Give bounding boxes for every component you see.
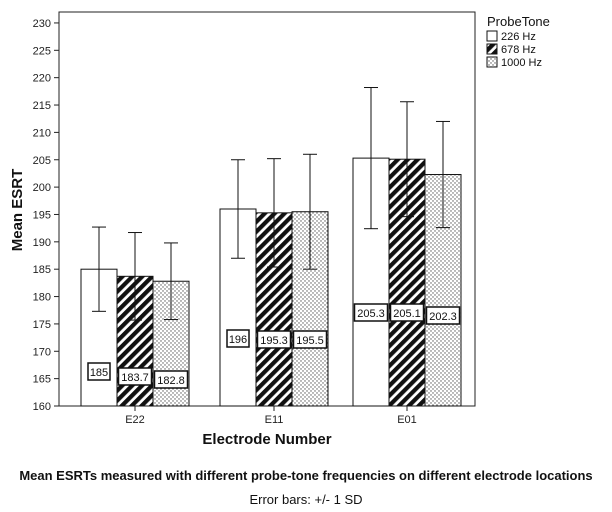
data-label: 182.8 (157, 375, 185, 387)
y-tick-label: 215 (33, 100, 51, 112)
legend-swatch (486, 30, 498, 42)
x-tick-label: E22 (125, 414, 145, 426)
x-axis-title: Electrode Number (202, 431, 331, 448)
data-label: 202.3 (429, 311, 457, 323)
data-label-box (117, 367, 153, 386)
bar-group-e11: 196 195.3 195.5 (219, 153, 329, 407)
y-axis: 160 165 170 175 180 185 190 195 200 205 210 215 220 2… (33, 18, 59, 413)
data-label-box (226, 329, 250, 348)
legend-label: 678 Hz (501, 44, 536, 56)
legend-swatch (486, 56, 498, 68)
y-tick-label: 195 (33, 209, 51, 221)
y-tick-label: 210 (33, 127, 51, 139)
y-tick-label: 160 (33, 401, 51, 413)
y-axis-title: Mean ESRT (9, 169, 26, 252)
legend-label: 1000 Hz (501, 57, 542, 69)
y-tick-label: 185 (33, 264, 51, 276)
data-label-box (389, 303, 425, 322)
legend-swatch (486, 43, 498, 55)
y-tick-label: 205 (33, 155, 51, 167)
legend-item: 226 Hz (486, 30, 536, 43)
chart-caption: Mean ESRTs measured with different probe… (19, 468, 593, 483)
y-tick-label: 220 (33, 73, 51, 85)
data-label: 183.7 (121, 372, 149, 384)
legend-item: 1000 Hz (486, 56, 542, 69)
y-tick-label: 180 (33, 292, 51, 304)
data-label: 205.1 (393, 308, 421, 320)
data-label: 185 (90, 367, 108, 379)
data-label: 196 (229, 334, 247, 346)
x-tick-label: E01 (397, 414, 417, 426)
x-axis: E22 E11 E01 (125, 406, 417, 426)
y-tick-label: 230 (33, 18, 51, 30)
bar-group-e22: 185 183.7 182.8 (80, 226, 190, 407)
y-tick-label: 165 (33, 374, 51, 386)
data-label-box (292, 330, 328, 349)
data-label-box (425, 306, 461, 325)
data-label-box (87, 362, 111, 381)
y-tick-label: 190 (33, 237, 51, 249)
y-tick-label: 225 (33, 45, 51, 57)
data-label-box (256, 330, 292, 349)
data-label: 195.5 (296, 335, 324, 347)
x-tick-label: E11 (265, 414, 284, 426)
data-label: 195.3 (260, 335, 288, 347)
data-label: 205.3 (357, 308, 385, 320)
legend-label: 226 Hz (501, 31, 536, 43)
legend-title: ProbeTone (487, 14, 550, 29)
y-tick-label: 175 (33, 319, 51, 331)
bar-chart: 160 165 170 175 180 185 190 195 200 205 210 215 220 2… (9, 11, 550, 448)
error-bar-note: Error bars: +/- 1 SD (249, 492, 363, 507)
bars-group: 185 183.7 182.8 196 195.3 195.5 205.3 205.1 202.… (80, 87, 462, 407)
bar-group-e01: 205.3 205.1 202.3 (352, 87, 462, 407)
data-label-box (353, 303, 389, 322)
legend-item: 678 Hz (486, 43, 536, 56)
data-label-box (153, 370, 189, 389)
y-tick-label: 170 (33, 346, 51, 358)
y-tick-label: 200 (33, 182, 51, 194)
